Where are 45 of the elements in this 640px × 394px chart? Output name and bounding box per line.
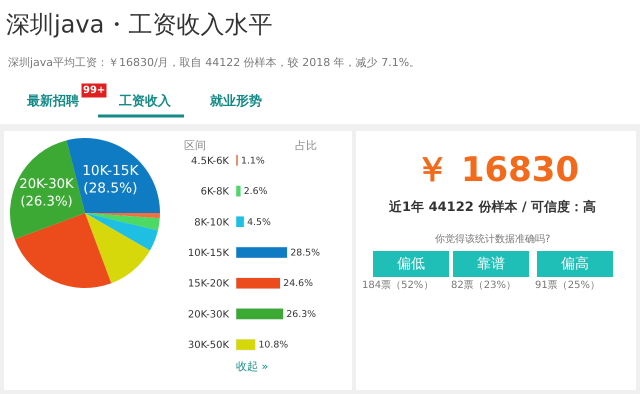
text: 你觉得该统计数据准确吗?: [435, 233, 550, 245]
text: 占比: [295, 139, 317, 152]
bar: [236, 338, 256, 350]
y-tick-label: 30K-50K: [188, 340, 230, 352]
text: 82票（23%）: [451, 280, 516, 291]
text: 工资收入: [118, 93, 172, 109]
text: 偏高: [561, 256, 589, 272]
text: 深圳java平均工资：￥16830/月，取自 44122 份样本，较 2018 年，减少 7.1%。: [8, 56, 420, 69]
y-tick-label: 20K-30K: [188, 309, 230, 320]
annotation: 收起 »: [236, 360, 268, 373]
y-tick-label: 6K-8K: [200, 186, 230, 198]
text: 99+: [83, 85, 106, 96]
text: 91票（25%）: [535, 280, 600, 291]
y-axis-title: 区间: [184, 139, 206, 152]
y-tick-label: 15K-20K: [188, 278, 230, 290]
pie-slice: [85, 213, 158, 250]
pie-slice: [85, 213, 160, 231]
pie-slice: [10, 140, 85, 240]
text: 近1年 44122 份样本 / 可信度：高: [388, 199, 596, 215]
text: 靠谱: [477, 256, 505, 272]
pie-slice: [14, 213, 112, 288]
y-tick-label: 8K-10K: [194, 217, 230, 228]
bar: [236, 246, 288, 258]
data-label: 10K-15K (28.5%): [82, 162, 140, 197]
text: ￥ 16830: [415, 150, 580, 190]
data-label: 28.5%: [290, 247, 320, 258]
pie-slice: [85, 213, 150, 284]
data-label: 20K-30K (26.3%): [19, 177, 74, 210]
text: 最新招聘: [26, 93, 79, 109]
bar: [236, 308, 284, 320]
bar: [236, 185, 241, 197]
text: 偏低: [397, 256, 425, 272]
text: 就业形势: [209, 93, 262, 109]
data-label: 1.1%: [240, 155, 265, 166]
data-label: 4.5%: [247, 216, 271, 228]
y-tick-label: 10K-15K: [188, 248, 230, 259]
data-label: 2.6%: [244, 186, 268, 198]
data-label: 26.3%: [286, 308, 316, 320]
bar: [236, 277, 281, 289]
text: 184票（52%）: [362, 280, 434, 291]
chart-title: 深圳java・工资收入水平: [6, 10, 272, 38]
y-tick-label: 4.5K-6K: [191, 156, 230, 167]
bar: [236, 216, 244, 228]
data-label: 10.8%: [258, 340, 288, 351]
data-label: 24.6%: [283, 278, 314, 290]
